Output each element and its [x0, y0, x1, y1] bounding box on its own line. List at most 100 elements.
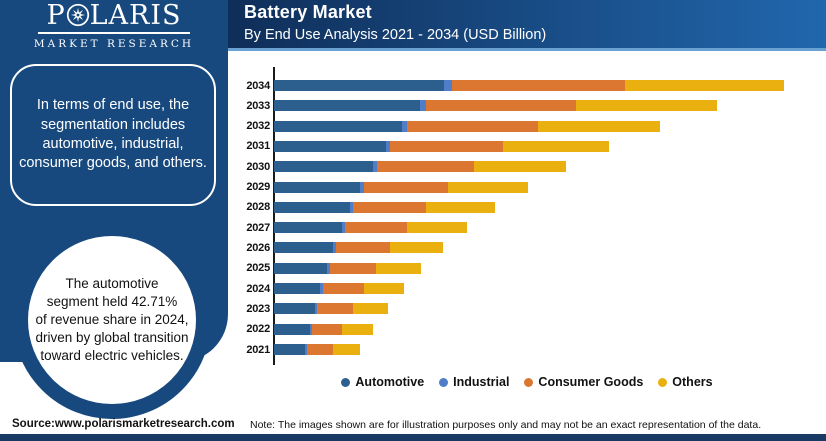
callout-box-text: In terms of end use, the segmentation inc… — [19, 97, 207, 172]
bar-segment-industrial — [350, 201, 353, 213]
bar-row: 2031 — [228, 140, 826, 152]
year-label: 2022 — [246, 323, 270, 336]
bar-stack — [274, 222, 467, 234]
year-label: 2024 — [246, 282, 270, 295]
legend-item: Consumer Goods — [524, 375, 643, 389]
bar-segment-automotive — [274, 344, 305, 356]
bar-segment-consumer-goods — [307, 344, 333, 356]
bar-segment-industrial — [320, 283, 323, 295]
bar-segment-consumer-goods — [364, 181, 448, 193]
bar-stack — [274, 201, 495, 213]
logo-tagline: MARKET RESEARCH — [33, 37, 195, 50]
year-label: 2021 — [246, 343, 270, 356]
bar-segment-others — [353, 303, 388, 315]
bar-segment-automotive — [274, 161, 373, 173]
bar-segment-automotive — [274, 100, 420, 112]
bar-row: 2026 — [228, 242, 826, 254]
bar-segment-industrial — [333, 242, 336, 254]
chart-area: 2034 2033 2032 2031 2030 2029 2028 2027 2026 2025… — [228, 55, 826, 403]
bar-segment-others — [503, 140, 609, 152]
bar-segment-automotive — [274, 80, 444, 91]
bar-row: 2021 — [228, 344, 826, 356]
bar-segment-others — [390, 242, 443, 254]
page-title: Battery Market — [244, 2, 372, 22]
bar-stack — [274, 161, 566, 173]
bar-segment-automotive — [274, 303, 315, 315]
bar-segment-consumer-goods — [452, 80, 625, 91]
polaris-logo: P LARIS MARKET RESEARCH — [0, 2, 228, 50]
bar-segment-others — [474, 161, 566, 173]
year-label: 2028 — [246, 201, 270, 214]
bottom-accent-bar — [0, 434, 826, 441]
bar-segment-automotive — [274, 140, 386, 152]
legend-label: Automotive — [355, 375, 425, 389]
bar-segment-automotive — [274, 242, 333, 254]
bar-segment-industrial — [327, 262, 330, 274]
bar-segment-others — [576, 100, 717, 112]
year-label: 2025 — [246, 262, 270, 275]
bar-row: 2023 — [228, 303, 826, 315]
bar-segment-industrial — [373, 161, 377, 173]
bar-segment-automotive — [274, 262, 327, 274]
bar-segment-others — [376, 262, 421, 274]
year-label: 2026 — [246, 241, 270, 254]
bar-segment-consumer-goods — [317, 303, 353, 315]
bar-row: 2034 — [228, 80, 826, 92]
source-text: Source:www.polarismarketresearch.com — [12, 418, 235, 430]
legend-item: Industrial — [439, 375, 509, 389]
year-label: 2030 — [246, 160, 270, 173]
legend-dot-icon — [524, 377, 534, 387]
bar-segment-automotive — [274, 283, 320, 295]
bar-segment-consumer-goods — [312, 323, 342, 335]
bar-stack — [274, 344, 360, 356]
bar-segment-others — [342, 323, 373, 335]
bar-stack — [274, 100, 717, 112]
bar-segment-automotive — [274, 181, 360, 193]
bar-segment-industrial — [386, 140, 390, 152]
bar-stack — [274, 140, 609, 152]
legend-label: Consumer Goods — [538, 375, 644, 389]
bar-segment-industrial — [315, 303, 317, 315]
y-axis-line — [273, 67, 275, 365]
year-label: 2034 — [246, 79, 270, 92]
bar-row: 2032 — [228, 120, 826, 132]
bar-row: 2028 — [228, 201, 826, 213]
year-label: 2029 — [246, 181, 270, 194]
year-label: 2027 — [246, 221, 270, 234]
bar-segment-automotive — [274, 222, 342, 234]
bar-stack — [274, 120, 660, 132]
compass-star-icon — [66, 3, 89, 27]
bar-segment-others — [538, 120, 660, 132]
legend-dot-icon — [341, 377, 351, 387]
legend-label: Others — [672, 375, 713, 389]
bar-stack — [274, 323, 373, 335]
bar-segment-others — [448, 181, 528, 193]
bar-row: 2033 — [228, 100, 826, 112]
bar-row: 2030 — [228, 161, 826, 173]
bar-stack — [274, 181, 528, 193]
logo-divider — [38, 32, 190, 34]
bar-segment-automotive — [274, 120, 402, 132]
bar-segment-consumer-goods — [407, 120, 538, 132]
bar-row: 2029 — [228, 181, 826, 193]
bar-segment-consumer-goods — [390, 140, 503, 152]
bar-segment-industrial — [342, 222, 345, 234]
year-label: 2032 — [246, 120, 270, 133]
callout-circle: The automotive segment held 42.71% of reve… — [13, 221, 211, 419]
logo-letters-rest: LARIS — [89, 0, 182, 31]
bar-segment-consumer-goods — [336, 242, 390, 254]
bar-segment-consumer-goods — [330, 262, 376, 274]
year-label: 2033 — [246, 99, 270, 112]
bar-row: 2022 — [228, 323, 826, 335]
bar-segment-others — [625, 80, 784, 91]
bar-segment-industrial — [420, 100, 426, 112]
legend: Automotive Industrial Consumer Goods Others — [228, 375, 826, 389]
logo-wordmark: P LARIS — [0, 2, 228, 30]
bar-row: 2027 — [228, 222, 826, 234]
chart-header: Battery Market By End Use Analysis 2021 … — [228, 0, 826, 51]
bar-segment-consumer-goods — [426, 100, 576, 112]
bar-segment-others — [364, 283, 404, 295]
bar-row: 2025 — [228, 262, 826, 274]
bar-stack — [274, 242, 443, 254]
bar-segment-others — [333, 344, 360, 356]
